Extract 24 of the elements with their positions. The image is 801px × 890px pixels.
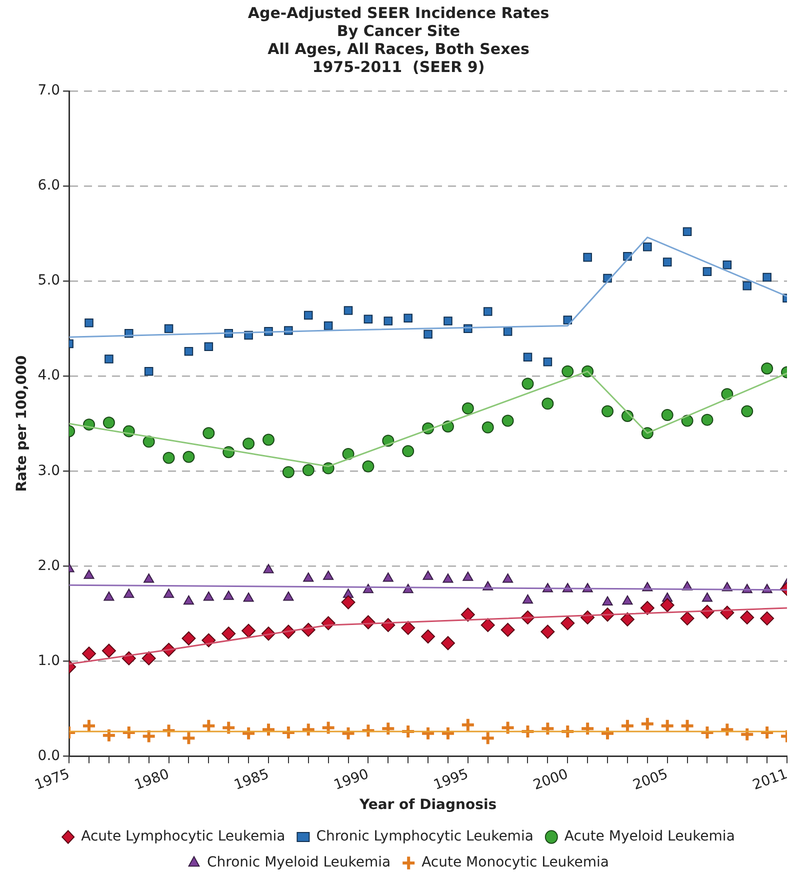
y-axis-title: Rate per 100,000 [14, 355, 30, 492]
x-tick-label: 1990 [332, 766, 371, 794]
x-tick-label: 2000 [531, 766, 570, 794]
x-tick-label: 2005 [631, 766, 670, 794]
legend-label: Acute Myeloid Leukemia [564, 828, 735, 845]
chart-title: Age-Adjusted SEER Incidence Rates By Cancer Site All Ages, All Races, Both Sexes 1975-2011 (SEER 9) [248, 4, 550, 76]
legend-label: Chronic Lymphocytic Leukemia [316, 828, 534, 845]
y-tick-label: 7.0 [38, 82, 60, 99]
y-tick-label: 0.0 [38, 748, 60, 764]
x-tick-label: 1985 [232, 766, 272, 794]
y-tick-label: 3.0 [38, 462, 60, 479]
legend-label: Acute Monocytic Leukemia [422, 854, 610, 871]
y-tick-label: 5.0 [38, 272, 60, 289]
y-tick-label: 2.0 [38, 558, 60, 574]
x-axis-title: Year of Diagnosis [358, 797, 497, 814]
x-tick-label: 1980 [132, 766, 172, 794]
x-tick-label: 1995 [432, 766, 471, 794]
y-tick-label: 4.0 [38, 368, 60, 384]
x-tick-label: 2011 [750, 766, 790, 794]
y-tick-label: 1.0 [38, 652, 60, 669]
y-tick-label: 6.0 [38, 178, 60, 194]
legend-label: Chronic Myeloid Leukemia [206, 854, 391, 871]
legend-label: Acute Lymphocytic Leukemia [81, 828, 286, 845]
x-tick-label: 1975 [32, 766, 72, 794]
